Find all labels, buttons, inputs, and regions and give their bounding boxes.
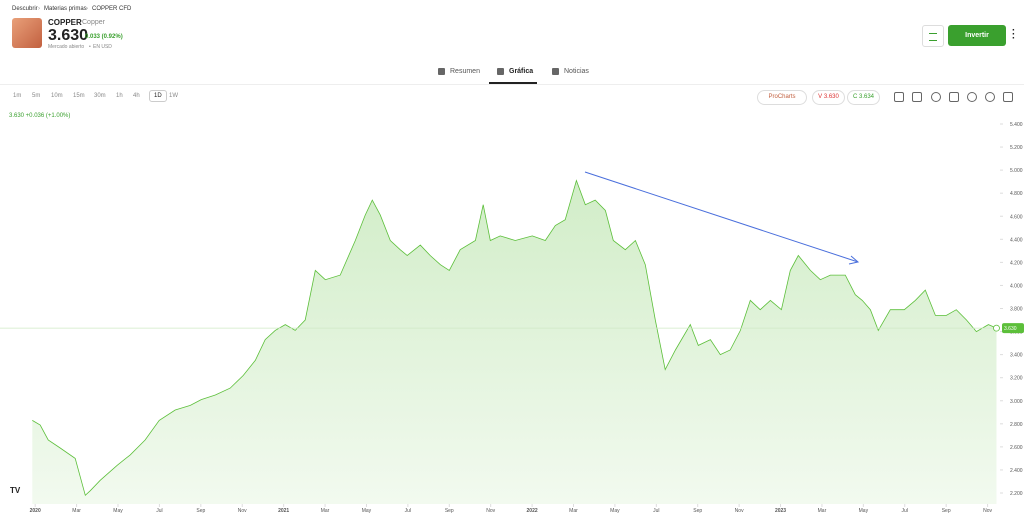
price-tag: 3.630 bbox=[1004, 326, 1017, 332]
x-tick-label: Mar bbox=[818, 508, 827, 514]
chart-legend: 3.630 +0.036 (+1.00%) bbox=[9, 113, 70, 119]
buy-button[interactable]: C 3.634 bbox=[847, 90, 880, 105]
settings-tool[interactable] bbox=[931, 92, 941, 102]
y-tick-label: 3.400 bbox=[1010, 353, 1023, 359]
x-tick-label: Mar bbox=[72, 508, 81, 514]
x-tick-label: May bbox=[362, 508, 372, 514]
timeframe[interactable]: 1m bbox=[13, 93, 22, 99]
trend-line bbox=[584, 171, 859, 263]
tab[interactable]: Noticias bbox=[564, 68, 589, 75]
status: Mercado abierto bbox=[48, 44, 85, 50]
breadcrumb[interactable]: Descubrir bbox=[12, 6, 38, 12]
x-tick-label: Jul bbox=[902, 508, 908, 514]
x-tick-label: Nov bbox=[735, 508, 744, 514]
area-fill bbox=[32, 180, 997, 504]
x-tick-label: Jul bbox=[653, 508, 659, 514]
x-tick-label: Jul bbox=[405, 508, 411, 514]
tradingview-logo: TV bbox=[10, 486, 21, 495]
tab[interactable]: Resumen bbox=[450, 68, 480, 75]
timeframe[interactable]: 30m bbox=[94, 93, 106, 99]
y-tick-label: 5.000 bbox=[1010, 168, 1023, 174]
y-tick-label: 2.200 bbox=[1010, 491, 1023, 497]
x-tick-label: May bbox=[859, 508, 869, 514]
breadcrumb[interactable]: Materias primas bbox=[44, 6, 87, 12]
logo bbox=[12, 18, 42, 48]
tab-icon bbox=[497, 68, 504, 75]
x-tick-label: 2022 bbox=[527, 508, 538, 514]
timeframe[interactable]: 5m bbox=[32, 93, 41, 99]
change: 0.033 (0.92%) bbox=[85, 34, 123, 40]
tab-icon bbox=[438, 68, 445, 75]
invest-button[interactable]: Invertir bbox=[948, 25, 1006, 46]
y-tick-label: 3.000 bbox=[1010, 399, 1023, 405]
x-tick-label: 2021 bbox=[278, 508, 289, 514]
currency: EN USD bbox=[93, 44, 112, 50]
instrument-subtitle: Copper bbox=[82, 19, 105, 26]
timeframe[interactable]: 4h bbox=[133, 93, 140, 99]
x-tick-label: 2020 bbox=[30, 508, 41, 514]
x-tick-label: May bbox=[113, 508, 123, 514]
timeframe[interactable]: 1h bbox=[116, 93, 123, 99]
x-tick-label: Sep bbox=[942, 508, 951, 514]
price: 3.630 bbox=[48, 27, 89, 44]
x-tick-label: May bbox=[610, 508, 620, 514]
fullscreen-tool[interactable] bbox=[1003, 92, 1013, 102]
y-tick-label: 3.200 bbox=[1010, 376, 1023, 382]
indicators-tool[interactable] bbox=[912, 92, 922, 102]
x-tick-label: Sep bbox=[693, 508, 702, 514]
clock-tool[interactable] bbox=[967, 92, 977, 102]
y-tick-label: 2.600 bbox=[1010, 445, 1023, 451]
y-tick-label: 3.800 bbox=[1010, 307, 1023, 313]
x-tick-label: Sep bbox=[445, 508, 454, 514]
instrument-name: COPPER bbox=[48, 18, 82, 27]
breadcrumb: COPPER CFD bbox=[92, 6, 132, 12]
y-tick-label: 5.400 bbox=[1010, 122, 1023, 128]
draw-tool[interactable] bbox=[894, 92, 904, 102]
timeframe[interactable]: 1D bbox=[149, 90, 167, 102]
y-tick-label: 4.200 bbox=[1010, 260, 1023, 266]
tab-icon bbox=[552, 68, 559, 75]
trend-arrow bbox=[848, 255, 860, 265]
y-tick-label: 4.800 bbox=[1010, 191, 1023, 197]
price-tag-box bbox=[1002, 323, 1024, 334]
price-line bbox=[32, 179, 997, 497]
more-menu[interactable]: · · · bbox=[1012, 25, 1016, 44]
x-tick-label: Nov bbox=[983, 508, 992, 514]
share-tool[interactable] bbox=[985, 92, 995, 102]
x-tick-label: Sep bbox=[196, 508, 205, 514]
y-tick-label: 5.200 bbox=[1010, 145, 1023, 151]
chart: 3.630 +0.036 (+1.00%) TV 2.200 2.400 2.600… bbox=[0, 108, 1024, 514]
x-tick-label: Nov bbox=[486, 508, 495, 514]
y-tick-label: 4.600 bbox=[1010, 214, 1023, 220]
x-tick-label: Mar bbox=[321, 508, 330, 514]
compare-tool[interactable] bbox=[949, 92, 959, 102]
x-tick-label: Nov bbox=[238, 508, 247, 514]
y-tick-label: 2.800 bbox=[1010, 422, 1023, 428]
x-tick-label: 2023 bbox=[775, 508, 786, 514]
watchlist-button[interactable] bbox=[922, 25, 944, 47]
x-tick-label: Mar bbox=[569, 508, 578, 514]
procharts-button[interactable]: ProCharts bbox=[757, 90, 807, 105]
timeframe[interactable]: 10m bbox=[51, 93, 63, 99]
timeframe[interactable]: 15m bbox=[73, 93, 85, 99]
y-tick-label: 4.000 bbox=[1010, 283, 1023, 289]
y-tick-label: 2.400 bbox=[1010, 468, 1023, 474]
sell-button[interactable]: V 3.630 bbox=[812, 90, 845, 105]
x-tick-label: Jul bbox=[156, 508, 162, 514]
timeframe[interactable]: 1W bbox=[169, 93, 178, 99]
y-tick-label: 4.400 bbox=[1010, 237, 1023, 243]
tab[interactable]: Gráfica bbox=[509, 68, 534, 75]
last-point bbox=[993, 324, 1000, 332]
